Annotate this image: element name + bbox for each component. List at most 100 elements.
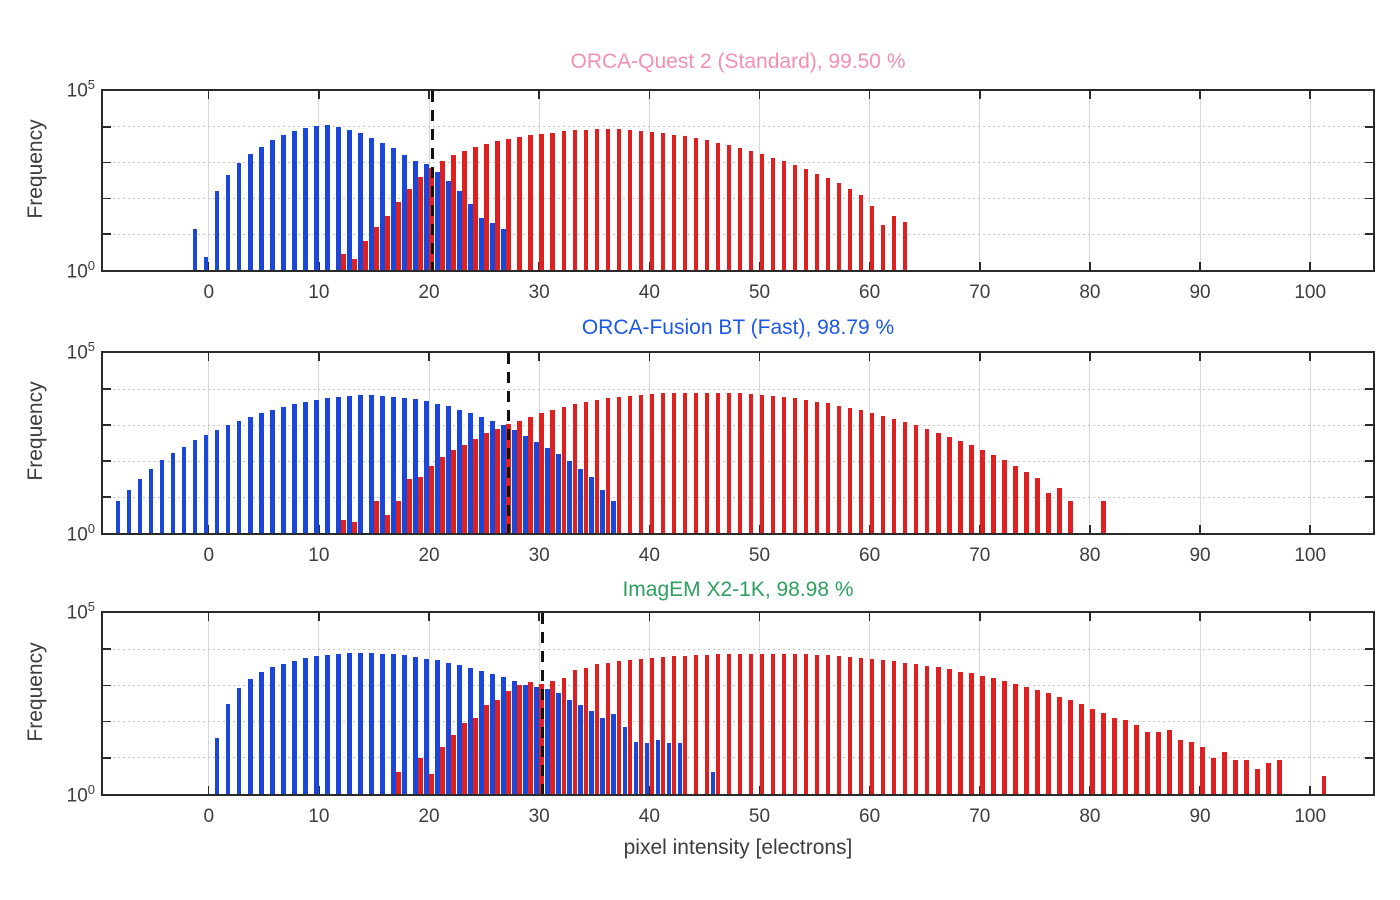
vertical-gridline <box>428 353 430 533</box>
x-tick-mark <box>428 353 430 361</box>
histogram-bar-red <box>605 128 611 270</box>
vertical-gridline <box>208 613 210 794</box>
x-tick-mark <box>979 353 981 361</box>
histogram-bar-blue <box>545 689 550 794</box>
x-tick-mark <box>1199 613 1201 621</box>
histogram-bar-red <box>869 658 875 794</box>
histogram-bar-blue <box>424 401 429 533</box>
x-tick-label: 50 <box>748 806 771 827</box>
histogram-bar-blue <box>479 416 484 533</box>
histogram-bar-red <box>462 723 467 794</box>
histogram-bar-red <box>473 147 478 270</box>
histogram-bar-blue <box>402 397 407 533</box>
histogram-bar-red <box>1255 768 1260 794</box>
y-tick-mark <box>1365 684 1373 687</box>
x-tick-mark <box>868 613 871 621</box>
vertical-gridline <box>758 353 760 533</box>
histogram-bar-red <box>814 173 820 270</box>
histogram-bar-blue <box>159 460 165 533</box>
x-tick-mark <box>1309 613 1311 621</box>
histogram-bar-blue <box>545 447 550 533</box>
x-tick-mark <box>1309 91 1311 99</box>
vertical-gridline <box>979 353 981 533</box>
histogram-bar-red <box>737 147 743 270</box>
x-tick-label: 60 <box>859 545 881 566</box>
x-tick-mark <box>1199 91 1201 99</box>
histogram-bar-blue <box>468 667 473 794</box>
histogram-bar-red <box>1178 739 1183 794</box>
histogram-bar-red <box>825 178 831 270</box>
histogram-bar-red <box>924 665 930 794</box>
histogram-bar-red <box>1321 775 1327 794</box>
histogram-bar-red <box>1211 757 1216 794</box>
x-tick-mark <box>868 353 871 361</box>
histogram-bar-red <box>759 394 765 533</box>
histogram-bar-blue <box>600 489 605 533</box>
histogram-bar-red <box>980 675 985 794</box>
histogram-bar-blue <box>214 737 220 794</box>
x-tick-label: 40 <box>638 545 660 566</box>
histogram-bar-red <box>627 130 633 270</box>
histogram-bar-blue <box>347 129 352 270</box>
histogram-bar-red <box>1244 759 1249 794</box>
vertical-gridline <box>1199 91 1201 270</box>
histogram-bar-red <box>594 664 600 794</box>
histogram-bar-red <box>473 717 478 794</box>
histogram-bar-red <box>936 667 941 794</box>
vertical-gridline <box>869 91 871 270</box>
threshold-line <box>506 353 511 533</box>
histogram-bar-blue <box>225 703 231 794</box>
vertical-gridline <box>1089 613 1091 794</box>
histogram-bar-blue <box>413 399 418 533</box>
x-tick-label: 50 <box>748 282 771 303</box>
y-tick-label: 105 <box>66 77 95 102</box>
histogram-bar-red <box>418 477 423 533</box>
histogram-bar-blue <box>556 693 561 794</box>
histogram-bar-red <box>627 660 633 794</box>
histogram-bar-red <box>836 183 842 270</box>
histogram-bar-red <box>1035 478 1040 533</box>
histogram-bar-red <box>682 655 688 794</box>
x-tick-mark <box>648 786 651 794</box>
histogram-bar-red <box>495 699 500 794</box>
x-tick-mark <box>1089 525 1091 533</box>
histogram-bar-red <box>363 241 368 270</box>
histogram-bar-red <box>1046 693 1051 794</box>
histogram-bar-red <box>616 660 622 794</box>
x-tick-mark <box>868 525 871 533</box>
histogram-bar-blue <box>501 425 506 533</box>
histogram-bar-red <box>991 678 996 794</box>
histogram-bar-blue <box>214 430 220 533</box>
x-tick-mark <box>758 786 761 794</box>
histogram-bar-red <box>715 392 721 533</box>
histogram-bar-blue <box>380 142 385 270</box>
histogram-bar-blue <box>633 741 639 794</box>
vertical-gridline <box>648 353 650 533</box>
y-tick-label: 105 <box>66 339 95 364</box>
histogram-bar-red <box>1233 759 1238 794</box>
histogram-bar-red <box>539 413 544 533</box>
vertical-gridline <box>208 91 210 270</box>
histogram-bar-blue <box>347 395 352 533</box>
histogram-bar-blue <box>589 711 594 794</box>
x-tick-mark <box>979 613 981 621</box>
y-tick-mark <box>1365 648 1373 650</box>
histogram-bar-red <box>539 133 544 270</box>
histogram-bar-red <box>1222 752 1227 794</box>
histogram-bar-blue <box>115 500 121 533</box>
histogram-bar-red <box>649 657 655 794</box>
histogram-bar-red <box>385 515 390 533</box>
histogram-bar-red <box>495 141 500 270</box>
histogram-bar-red <box>902 662 908 794</box>
x-tick-mark <box>979 262 981 270</box>
histogram-bar-red <box>572 130 578 270</box>
histogram-bar-red <box>880 225 886 270</box>
histogram-bar-red <box>726 653 732 794</box>
histogram-bar-red <box>352 259 357 270</box>
histogram-bar-red <box>341 520 346 533</box>
histogram-bar-blue <box>192 228 198 270</box>
x-tick-label: 0 <box>203 806 215 827</box>
histogram-bar-blue <box>203 257 209 270</box>
histogram-bar-red <box>616 396 622 533</box>
